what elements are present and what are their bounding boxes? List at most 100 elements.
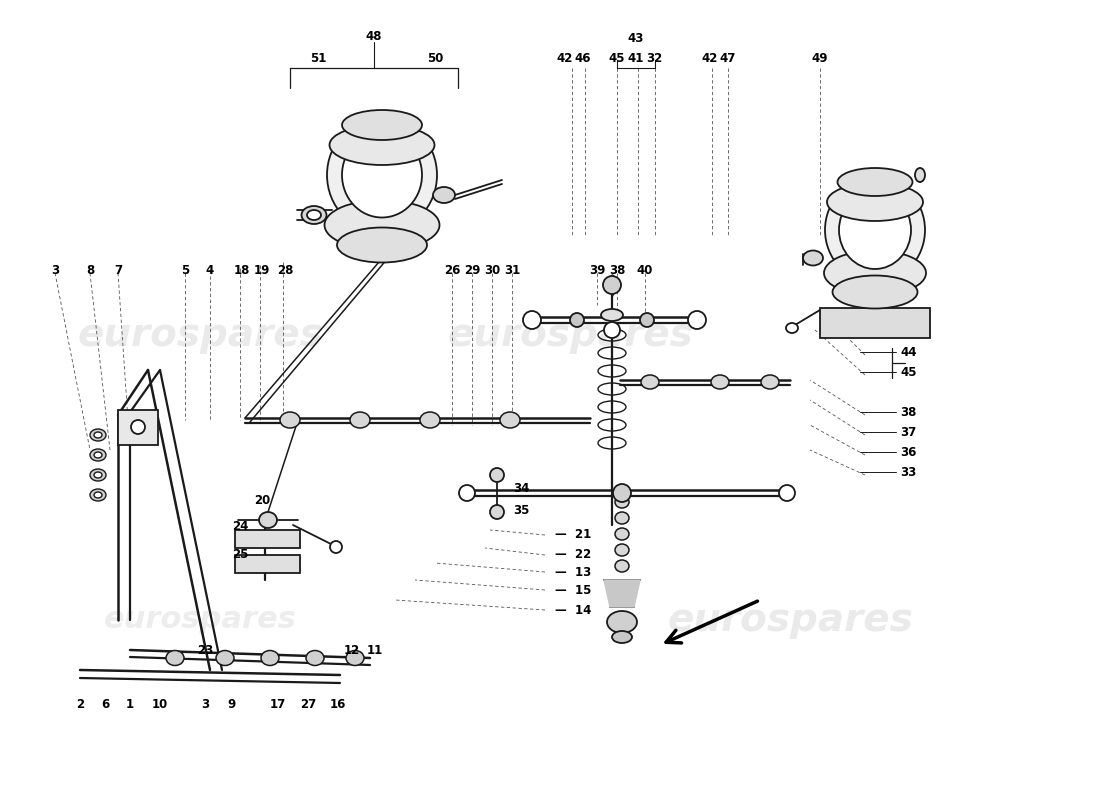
Ellipse shape bbox=[570, 313, 584, 327]
Ellipse shape bbox=[824, 250, 926, 295]
Ellipse shape bbox=[342, 133, 422, 218]
Text: 3: 3 bbox=[51, 263, 59, 277]
Ellipse shape bbox=[216, 650, 234, 666]
Text: 28: 28 bbox=[277, 263, 294, 277]
Text: 42: 42 bbox=[702, 51, 718, 65]
Ellipse shape bbox=[90, 429, 106, 441]
Text: 41: 41 bbox=[628, 51, 645, 65]
Ellipse shape bbox=[601, 309, 623, 321]
Ellipse shape bbox=[688, 311, 706, 329]
Text: 24: 24 bbox=[232, 521, 249, 534]
Ellipse shape bbox=[94, 492, 102, 498]
Text: —  13: — 13 bbox=[556, 566, 592, 578]
Ellipse shape bbox=[786, 323, 798, 333]
Text: 11: 11 bbox=[367, 643, 383, 657]
Ellipse shape bbox=[615, 560, 629, 572]
Text: 31: 31 bbox=[504, 263, 520, 277]
Ellipse shape bbox=[327, 118, 437, 233]
Ellipse shape bbox=[761, 375, 779, 389]
Ellipse shape bbox=[490, 468, 504, 482]
Bar bbox=[235, 530, 300, 548]
Ellipse shape bbox=[833, 275, 917, 309]
Text: 33: 33 bbox=[900, 466, 916, 478]
Ellipse shape bbox=[94, 452, 102, 458]
Text: 9: 9 bbox=[228, 698, 236, 711]
Text: 27: 27 bbox=[300, 698, 316, 711]
Ellipse shape bbox=[94, 472, 102, 478]
Ellipse shape bbox=[342, 110, 422, 140]
Ellipse shape bbox=[330, 125, 434, 165]
Text: —  15: — 15 bbox=[556, 583, 592, 597]
Ellipse shape bbox=[433, 187, 455, 203]
Text: 47: 47 bbox=[719, 51, 736, 65]
Ellipse shape bbox=[612, 631, 632, 643]
Ellipse shape bbox=[839, 191, 911, 269]
Ellipse shape bbox=[90, 469, 106, 481]
Ellipse shape bbox=[837, 168, 913, 196]
Ellipse shape bbox=[94, 432, 102, 438]
Ellipse shape bbox=[641, 375, 659, 389]
Text: 40: 40 bbox=[637, 263, 653, 277]
Text: 49: 49 bbox=[812, 51, 828, 65]
Text: 2: 2 bbox=[76, 698, 84, 711]
Text: 45: 45 bbox=[900, 366, 916, 378]
Ellipse shape bbox=[779, 485, 795, 501]
Ellipse shape bbox=[280, 412, 300, 428]
Text: 10: 10 bbox=[152, 698, 168, 711]
Text: 29: 29 bbox=[464, 263, 481, 277]
Text: 30: 30 bbox=[484, 263, 500, 277]
Ellipse shape bbox=[261, 650, 279, 666]
Text: 23: 23 bbox=[197, 643, 213, 657]
Text: 45: 45 bbox=[608, 51, 625, 65]
Text: 26: 26 bbox=[443, 263, 460, 277]
Ellipse shape bbox=[337, 227, 427, 262]
Text: —  21: — 21 bbox=[556, 529, 592, 542]
Polygon shape bbox=[604, 580, 640, 607]
Text: 34: 34 bbox=[514, 482, 530, 494]
Text: 44: 44 bbox=[900, 346, 916, 358]
Bar bbox=[118, 410, 158, 445]
Text: 32: 32 bbox=[646, 51, 662, 65]
Text: —  22: — 22 bbox=[556, 549, 592, 562]
Text: eurospares: eurospares bbox=[667, 601, 913, 639]
Ellipse shape bbox=[346, 650, 364, 666]
Text: 43: 43 bbox=[628, 31, 645, 45]
Ellipse shape bbox=[306, 650, 324, 666]
Text: 3: 3 bbox=[201, 698, 209, 711]
Text: 38: 38 bbox=[608, 263, 625, 277]
Text: 46: 46 bbox=[574, 51, 592, 65]
Ellipse shape bbox=[258, 512, 277, 528]
Ellipse shape bbox=[604, 322, 620, 338]
Text: 25: 25 bbox=[232, 549, 249, 562]
Text: 16: 16 bbox=[330, 698, 346, 711]
Ellipse shape bbox=[324, 200, 440, 250]
Ellipse shape bbox=[607, 611, 637, 633]
Text: 50: 50 bbox=[427, 51, 443, 65]
Text: 12: 12 bbox=[344, 643, 360, 657]
Text: 7: 7 bbox=[114, 263, 122, 277]
Text: 6: 6 bbox=[101, 698, 109, 711]
Circle shape bbox=[131, 420, 145, 434]
Text: eurospares: eurospares bbox=[77, 316, 323, 354]
Text: 8: 8 bbox=[86, 263, 95, 277]
Text: 36: 36 bbox=[900, 446, 916, 458]
Text: 48: 48 bbox=[365, 30, 383, 42]
Bar bbox=[235, 555, 300, 573]
Text: 38: 38 bbox=[900, 406, 916, 418]
Ellipse shape bbox=[90, 449, 106, 461]
Ellipse shape bbox=[615, 496, 629, 508]
Ellipse shape bbox=[825, 178, 925, 282]
Text: eurospares: eurospares bbox=[103, 606, 296, 634]
Ellipse shape bbox=[420, 412, 440, 428]
Ellipse shape bbox=[301, 206, 327, 224]
Bar bbox=[820, 308, 930, 338]
Ellipse shape bbox=[640, 313, 654, 327]
Text: eurospares: eurospares bbox=[447, 316, 693, 354]
Text: 4: 4 bbox=[206, 263, 214, 277]
Ellipse shape bbox=[915, 168, 925, 182]
Ellipse shape bbox=[522, 311, 541, 329]
Text: 5: 5 bbox=[180, 263, 189, 277]
Ellipse shape bbox=[350, 412, 370, 428]
Ellipse shape bbox=[803, 250, 823, 266]
Ellipse shape bbox=[459, 485, 475, 501]
